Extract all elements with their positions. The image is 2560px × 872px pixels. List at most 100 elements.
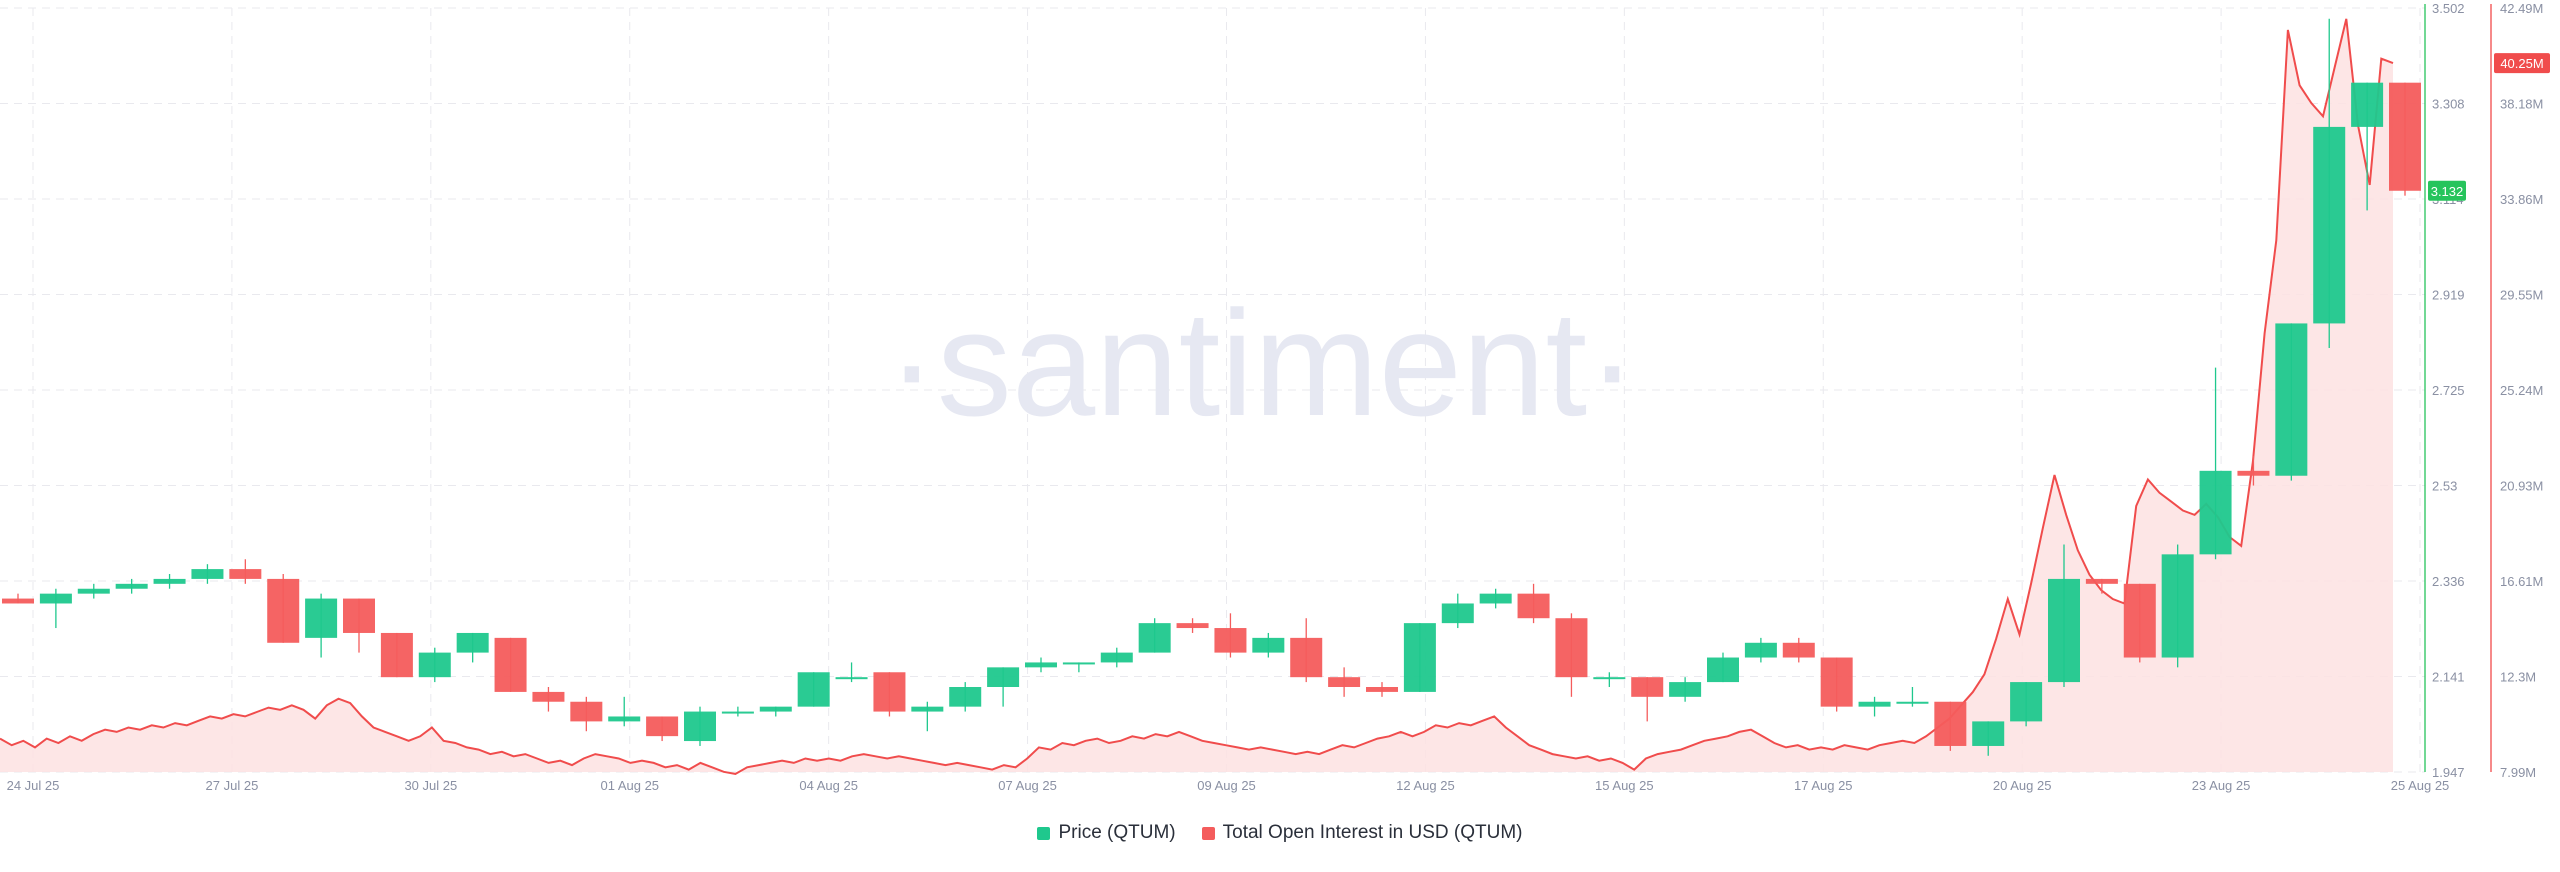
candle-body [1896, 701, 1929, 704]
price-candle [949, 682, 982, 712]
price-candle [1669, 677, 1702, 702]
price-candle [191, 564, 224, 584]
price-candle [1441, 593, 1474, 629]
price-candle [77, 583, 110, 599]
price-candle [1555, 613, 1588, 697]
price-swatch-icon [1037, 826, 1051, 840]
legend-item-price[interactable]: Price (QTUM) [1037, 822, 1176, 844]
legend: Price (QTUM) Total Open Interest in USD … [0, 818, 2560, 848]
candle-body [684, 711, 716, 742]
axes: 3.5023.3083.1142.9192.7252.532.3362.1411… [7, 1, 2550, 793]
x-tick-label: 09 Aug 25 [1197, 778, 1256, 793]
x-tick-label: 07 Aug 25 [998, 778, 1057, 793]
x-tick-label: 15 Aug 25 [1595, 778, 1654, 793]
oi-tick-label: 12.3M [2500, 670, 2536, 685]
candle-body [1366, 687, 1398, 692]
candle-body [2010, 682, 2043, 722]
price-candle [1820, 657, 1853, 712]
price-candle [1631, 677, 1664, 722]
price-candle [2275, 323, 2308, 481]
price-candle [2048, 544, 2080, 688]
candle-body [1252, 637, 1285, 653]
price-candle [1403, 623, 1436, 692]
candle-body [1441, 603, 1474, 624]
candle-body [343, 598, 375, 633]
price-candle [759, 706, 792, 717]
candle-body [1858, 701, 1891, 707]
candle-body [494, 637, 527, 692]
price-candle [380, 632, 413, 678]
candle-body [1100, 652, 1133, 663]
price-tick-label: 1.947 [2432, 765, 2465, 780]
candle-body [2351, 82, 2384, 127]
candle-body [2048, 578, 2080, 683]
oi-tick-label: 42.49M [2500, 1, 2543, 16]
price-candle [2123, 583, 2156, 663]
candle-body [1517, 593, 1550, 619]
price-candle [153, 573, 186, 589]
price-candle [1176, 618, 1209, 633]
price-candle [1744, 637, 1777, 663]
price-candle [1138, 618, 1171, 653]
candle-body [1176, 623, 1209, 629]
price-candle [1100, 647, 1133, 668]
candle-body [115, 583, 148, 589]
price-candle [1290, 618, 1323, 683]
legend-item-open-interest[interactable]: Total Open Interest in USD (QTUM) [1201, 822, 1523, 844]
price-tick-label: 2.725 [2432, 383, 2465, 398]
x-tick-label: 12 Aug 25 [1396, 778, 1455, 793]
candle-body [873, 672, 906, 712]
price-tick-label: 2.141 [2432, 670, 2465, 685]
candle-body [835, 677, 868, 680]
price-candle [987, 667, 1020, 707]
price-candle [494, 637, 527, 692]
price-candle [115, 578, 148, 594]
oi-tick-label: 7.99M [2500, 765, 2536, 780]
price-candle [721, 706, 754, 717]
price-candle [456, 632, 489, 663]
candle-body [911, 706, 944, 712]
price-candle [608, 696, 641, 727]
candle-body [1631, 677, 1664, 697]
candle-body [1062, 662, 1095, 665]
x-tick-label: 25 Aug 25 [2391, 778, 2450, 793]
oi-tick-label: 33.86M [2500, 192, 2543, 207]
current-oi-badge [2494, 53, 2550, 74]
candle-body [721, 711, 754, 714]
price-tick-label: 2.336 [2432, 574, 2465, 589]
price-candle [1252, 632, 1285, 658]
oi-tick-label: 38.18M [2500, 97, 2543, 112]
price-candle [1062, 662, 1095, 673]
price-candle [2351, 82, 2384, 211]
price-candle [684, 706, 716, 746]
x-tick-label: 01 Aug 25 [600, 778, 659, 793]
open-interest-line [0, 18, 2394, 776]
price-candle [2313, 18, 2346, 348]
candle-body [646, 716, 679, 737]
x-tick-label: 20 Aug 25 [1993, 778, 2052, 793]
current-price-badge [2428, 180, 2466, 201]
price-candle [229, 559, 262, 584]
candle-body [456, 632, 489, 653]
price-candle [911, 701, 944, 732]
candle-body [77, 588, 110, 594]
price-candle [1858, 696, 1891, 717]
legend-label-price: Price (QTUM) [1058, 822, 1176, 843]
price-candle [39, 588, 72, 629]
candle-body [1744, 642, 1777, 658]
santiment-watermark: ·santiment· [887, 279, 1637, 447]
candle-body [1290, 637, 1323, 678]
price-candle [267, 573, 300, 643]
candle-body [2275, 323, 2308, 476]
price-candle [2389, 82, 2421, 196]
price-tick-label: 3.308 [2432, 97, 2465, 112]
candle-body [1707, 657, 1739, 683]
candle-body [532, 691, 565, 702]
candle-body [1972, 721, 2005, 746]
candle-body [797, 672, 830, 707]
candle-body [1214, 628, 1247, 653]
candle-body [229, 569, 262, 579]
candle-body [2389, 82, 2421, 191]
